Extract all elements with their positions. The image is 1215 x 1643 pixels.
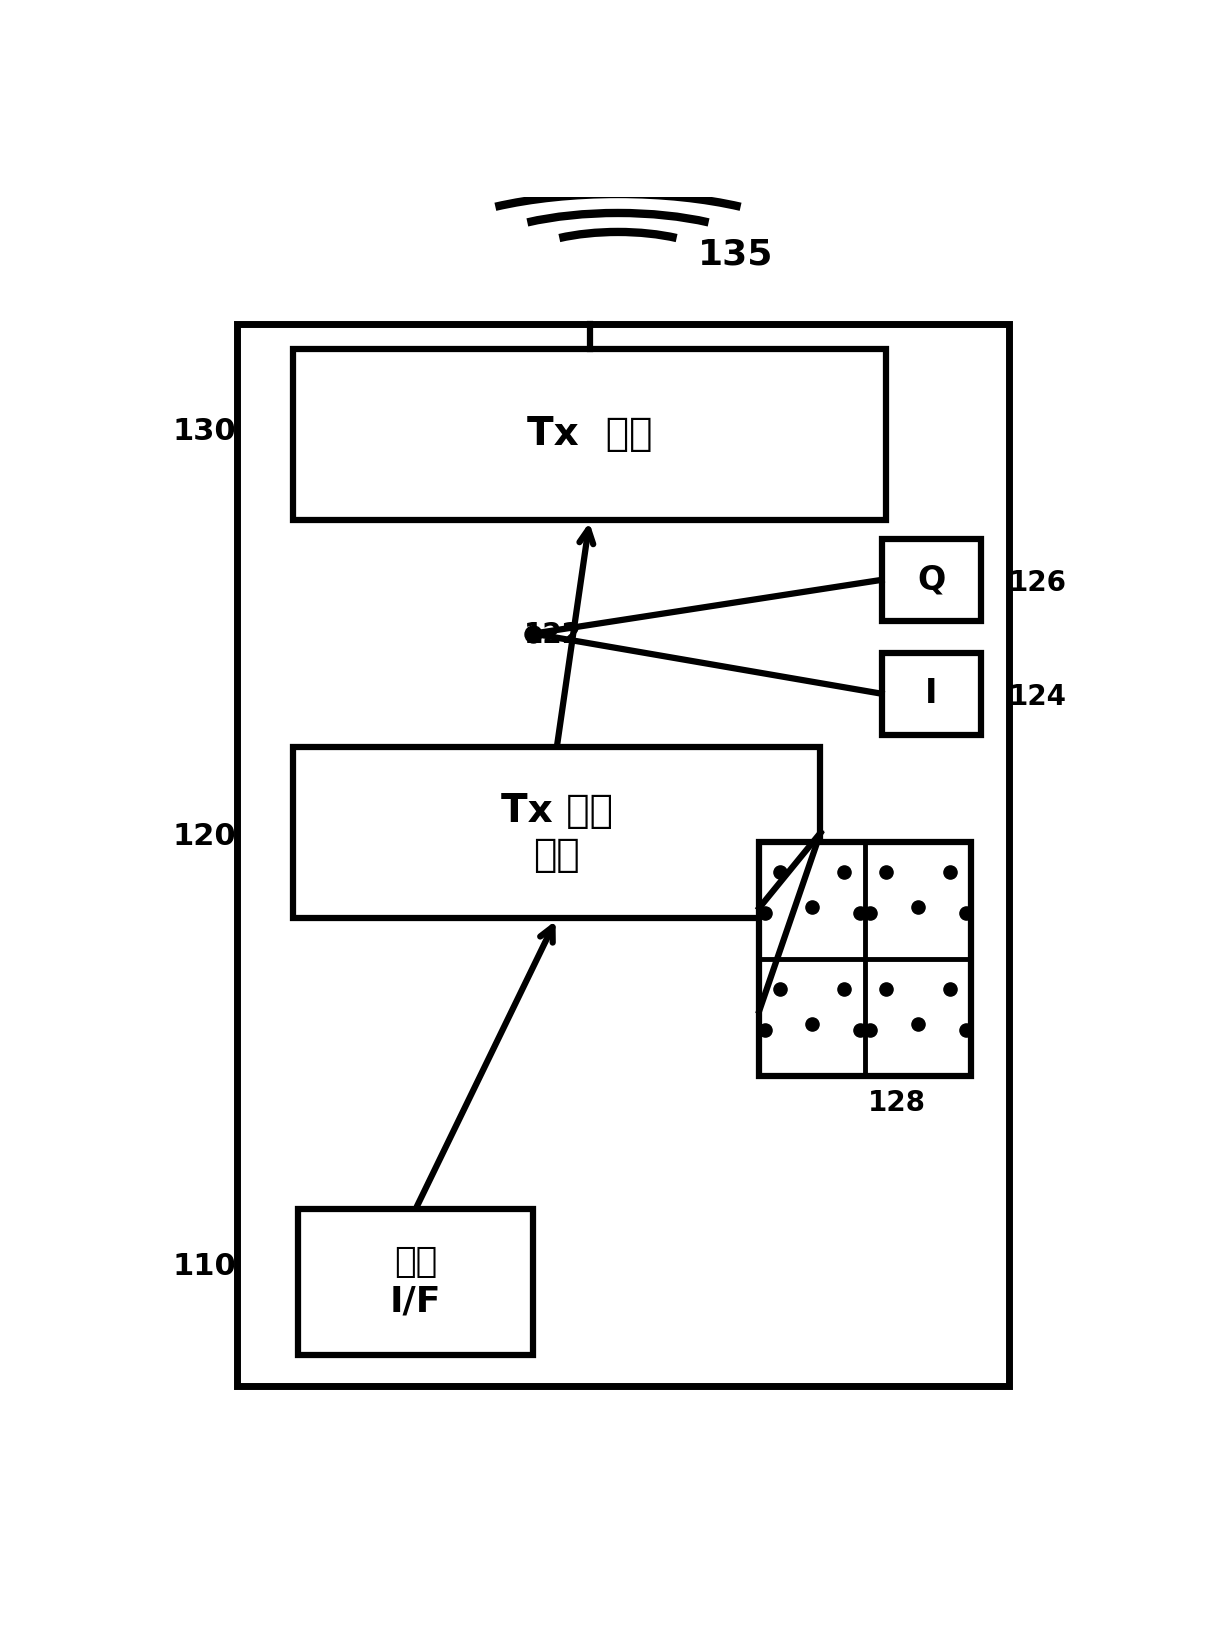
FancyBboxPatch shape xyxy=(298,1209,533,1355)
Point xyxy=(835,976,854,1002)
Point xyxy=(956,899,976,925)
Text: 130: 130 xyxy=(173,417,237,445)
Text: 124: 124 xyxy=(1008,683,1067,711)
Point xyxy=(755,899,774,925)
Text: 126: 126 xyxy=(1008,568,1067,596)
Point xyxy=(876,859,895,886)
Text: Q: Q xyxy=(917,564,945,596)
FancyBboxPatch shape xyxy=(293,748,820,918)
Point xyxy=(850,1017,870,1043)
Point xyxy=(755,1017,774,1043)
FancyBboxPatch shape xyxy=(237,324,1008,1387)
Text: 120: 120 xyxy=(173,822,237,851)
Text: Tx 射频
模块: Tx 射频 模块 xyxy=(501,792,612,874)
Text: 135: 135 xyxy=(697,237,774,271)
FancyBboxPatch shape xyxy=(882,539,981,621)
Text: I: I xyxy=(925,677,937,710)
Point xyxy=(940,976,960,1002)
Point xyxy=(909,894,928,920)
Point xyxy=(860,1017,880,1043)
Point xyxy=(802,1010,821,1037)
FancyBboxPatch shape xyxy=(293,348,886,519)
Point xyxy=(909,1010,928,1037)
Point xyxy=(956,1017,976,1043)
FancyBboxPatch shape xyxy=(882,652,981,734)
FancyBboxPatch shape xyxy=(759,843,971,1076)
Text: 128: 128 xyxy=(868,1089,926,1117)
Point xyxy=(940,859,960,886)
Point xyxy=(835,859,854,886)
Point xyxy=(860,899,880,925)
Point xyxy=(770,976,790,1002)
Text: 输入
I/F: 输入 I/F xyxy=(390,1245,441,1319)
Text: 122: 122 xyxy=(524,621,582,649)
Point xyxy=(524,621,543,647)
Point xyxy=(802,894,821,920)
Point xyxy=(770,859,790,886)
Point xyxy=(876,976,895,1002)
Text: 110: 110 xyxy=(173,1252,237,1280)
Point xyxy=(850,899,870,925)
Text: Tx  模块: Tx 模块 xyxy=(527,416,652,453)
